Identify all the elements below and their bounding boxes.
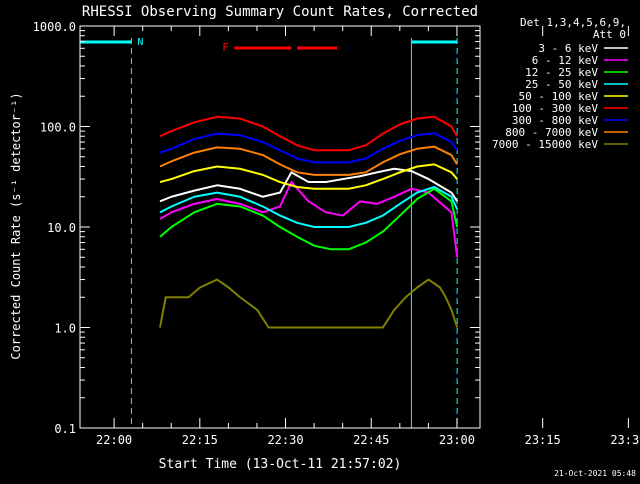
night-label: N bbox=[137, 37, 143, 48]
series-line bbox=[159, 181, 459, 258]
series-line bbox=[159, 145, 458, 176]
series-line bbox=[159, 167, 458, 203]
series-line bbox=[159, 132, 458, 164]
legend-label: 7000 - 15000 keV bbox=[492, 138, 598, 151]
y-tick-label: 1000.0 bbox=[33, 20, 76, 34]
x-tick-label: 22:45 bbox=[353, 433, 389, 447]
plot-axes: 0.1 1.0 10.0 100.0 1000.0 22:00 22:15 22:30 22:4… bbox=[33, 20, 640, 447]
x-tick-label: 23:00 bbox=[439, 433, 475, 447]
legend-header-line-2: Att 0 bbox=[593, 28, 626, 41]
legend-label: 25 - 50 keV bbox=[525, 78, 598, 91]
y-axis-label: Corrected Count Rate (s⁻¹ detector⁻¹) bbox=[9, 92, 23, 359]
legend-label: 300 - 800 keV bbox=[512, 114, 598, 127]
flare-label: F bbox=[222, 41, 229, 54]
series-line bbox=[159, 187, 459, 251]
x-tick-label: 22:15 bbox=[182, 433, 218, 447]
x-axis-label: Start Time (13-Oct-11 21:57:02) bbox=[159, 457, 402, 472]
x-tick-label: 22:30 bbox=[267, 433, 303, 447]
x-tick-label: 23:15 bbox=[525, 433, 561, 447]
series-line bbox=[159, 163, 458, 190]
legend-label: 12 - 25 keV bbox=[525, 66, 598, 79]
legend-header-line-1: Det 1,3,4,5,6,9, bbox=[520, 16, 626, 29]
series-line bbox=[159, 115, 459, 152]
series-lines bbox=[159, 115, 459, 329]
legend-label: 6 - 12 keV bbox=[532, 54, 599, 67]
series-line bbox=[159, 278, 459, 329]
timestamp-label: 21-Oct-2021 05:48 bbox=[554, 469, 636, 478]
y-tick-label: 1.0 bbox=[54, 322, 76, 336]
chart-title: RHESSI Observing Summary Count Rates, Co… bbox=[82, 4, 478, 20]
legend-label: 3 - 6 keV bbox=[538, 42, 598, 55]
x-tick-label: 23:30 bbox=[610, 433, 640, 447]
legend-label: 50 - 100 keV bbox=[519, 90, 599, 103]
series-line bbox=[159, 186, 459, 228]
y-tick-label: 10.0 bbox=[47, 221, 76, 235]
night-markers: N bbox=[79, 37, 458, 428]
legend-label: 800 - 7000 keV bbox=[505, 126, 598, 139]
x-tick-label: 22:00 bbox=[96, 433, 132, 447]
legend-label: 100 - 300 keV bbox=[512, 102, 598, 115]
y-tick-label: 100.0 bbox=[40, 121, 76, 135]
y-tick-label: 0.1 bbox=[54, 422, 76, 436]
flare-markers: F bbox=[222, 41, 338, 54]
